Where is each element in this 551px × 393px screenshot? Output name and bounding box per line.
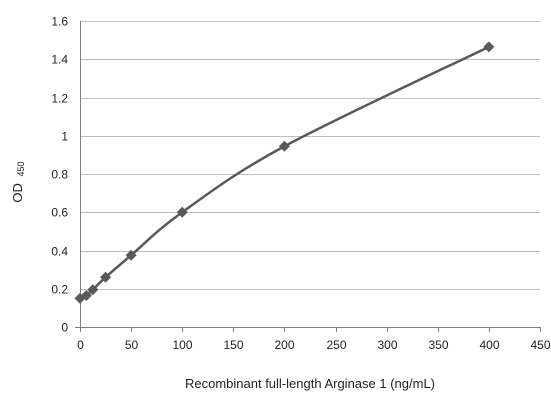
data-point <box>80 289 92 301</box>
y-tick-label: 0.6 <box>51 206 68 220</box>
gridlines <box>80 21 540 290</box>
x-tick-label: 150 <box>223 338 243 352</box>
data-point <box>87 284 99 296</box>
data-point <box>483 41 495 53</box>
y-axis-title-subscript: 450 <box>16 161 26 176</box>
x-tick-label: 400 <box>479 338 499 352</box>
data-point <box>125 249 137 261</box>
data-series <box>74 41 495 304</box>
x-tick-label: 450 <box>530 338 550 352</box>
x-tick-label: 350 <box>428 338 448 352</box>
data-point <box>100 271 112 283</box>
y-tick-label: 1.2 <box>51 92 68 106</box>
data-point <box>278 140 290 152</box>
y-tick-label: 0.4 <box>51 245 68 259</box>
x-axis-title: Recombinant full-length Arginase 1 (ng/m… <box>185 376 435 391</box>
y-tick-label: 0 <box>61 321 68 335</box>
x-tick-label: 300 <box>377 338 397 352</box>
y-tick-label: 1 <box>61 130 68 144</box>
x-tick-label: 100 <box>172 338 192 352</box>
y-tick-label: 1.4 <box>51 53 68 67</box>
axes <box>75 21 541 332</box>
y-tick-label: 0.2 <box>51 283 68 297</box>
y-tick-label: 0.8 <box>51 168 68 182</box>
tick-labels: 0 0.2 0.4 0.6 0.8 1 1.2 1.4 1.6 0 50 100 150 200 250 30… <box>51 15 551 353</box>
y-axis-title: OD 450 <box>10 161 26 202</box>
y-tick-label: 1.6 <box>51 15 68 29</box>
x-tick-label: 50 <box>125 338 139 352</box>
data-point <box>176 206 188 218</box>
series-line <box>79 45 490 300</box>
x-tick-label: 200 <box>274 338 294 352</box>
x-tick-label: 250 <box>326 338 346 352</box>
y-axis-title-main: OD <box>10 183 25 203</box>
x-tick-label: 0 <box>77 338 84 352</box>
